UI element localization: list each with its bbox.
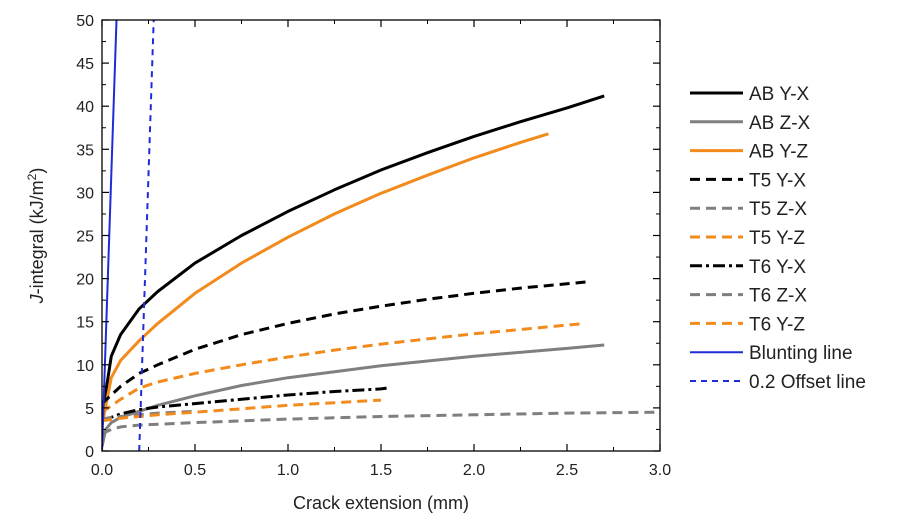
y-tick-label: 50	[76, 13, 94, 30]
series-line-t6-y-x	[102, 386, 387, 423]
plot-frame	[101, 19, 661, 452]
legend-label: T6 Z-X	[749, 286, 807, 307]
series-line-ab-y-z	[102, 132, 549, 426]
x-tick-label: 3.0	[649, 462, 671, 479]
y-tick-label: 5	[85, 401, 94, 418]
x-tick-label: 1.0	[277, 462, 299, 479]
y-axis-title: J-integral (kJ/m2)	[25, 168, 47, 305]
series-line-blunting-line	[102, 20, 118, 451]
series-line-ab-z-x	[102, 343, 605, 448]
y-axis-title-italic: J	[27, 293, 47, 304]
legend-label: T6 Y-X	[749, 257, 806, 278]
legend-label: T5 Y-X	[749, 170, 806, 191]
x-tick-label: 0.0	[91, 462, 113, 479]
y-tick-label: 25	[76, 229, 94, 246]
series-line-t5-y-z	[102, 321, 586, 414]
y-axis-title-close: )	[27, 168, 47, 174]
x-tick-label: 1.5	[370, 462, 392, 479]
legend: AB Y-X AB Z-X AB Y-Z T5 Y-X T5 Z-X T5 Y-Z T6 Y…	[690, 84, 866, 393]
legend-label: 0.2 Offset line	[749, 372, 866, 393]
x-tick-label: 2.5	[556, 462, 578, 479]
y-tick-label: 40	[76, 99, 94, 116]
legend-label: Blunting line	[749, 343, 853, 364]
legend-label: T5 Z-X	[749, 199, 807, 220]
y-tick-label: 45	[76, 56, 94, 73]
legend-label: AB Y-Z	[749, 142, 809, 163]
y-tick-label: 35	[76, 142, 94, 159]
y-tick-label: 20	[76, 272, 94, 289]
x-tick-label: 2.0	[463, 462, 485, 479]
y-axis-title-sup: 2	[25, 173, 39, 180]
legend-label: T5 Y-Z	[749, 228, 805, 249]
plot-curves	[102, 20, 660, 451]
legend-label: AB Z-X	[749, 113, 811, 134]
y-tick-label: 0	[85, 444, 94, 461]
x-axis-title: Crack extension (mm)	[293, 493, 469, 513]
tick-labels: 0.0 0.5 1.0 1.5 2.0 2.5 3.0 0 5 10 15 20 25 30 35 40 45 5…	[76, 13, 671, 479]
y-axis-title-text: -integral (kJ/m	[27, 180, 47, 294]
y-tick-label: 30	[76, 185, 94, 202]
y-tick-label: 15	[76, 315, 94, 332]
legend-label: T6 Y-Z	[749, 314, 805, 335]
series-line-ab-y-x	[102, 94, 605, 417]
axis-ticks	[101, 19, 661, 452]
series-line-t5-z-x	[102, 410, 660, 436]
series-line-0-2-offset-line	[138, 20, 155, 451]
x-tick-label: 0.5	[184, 462, 206, 479]
y-tick-label: 10	[76, 358, 94, 375]
series-line-t6-y-z	[102, 398, 382, 423]
legend-label: AB Y-X	[749, 84, 810, 105]
series-line-t5-y-x	[102, 280, 586, 405]
series-line-t6-z-x	[102, 409, 196, 421]
